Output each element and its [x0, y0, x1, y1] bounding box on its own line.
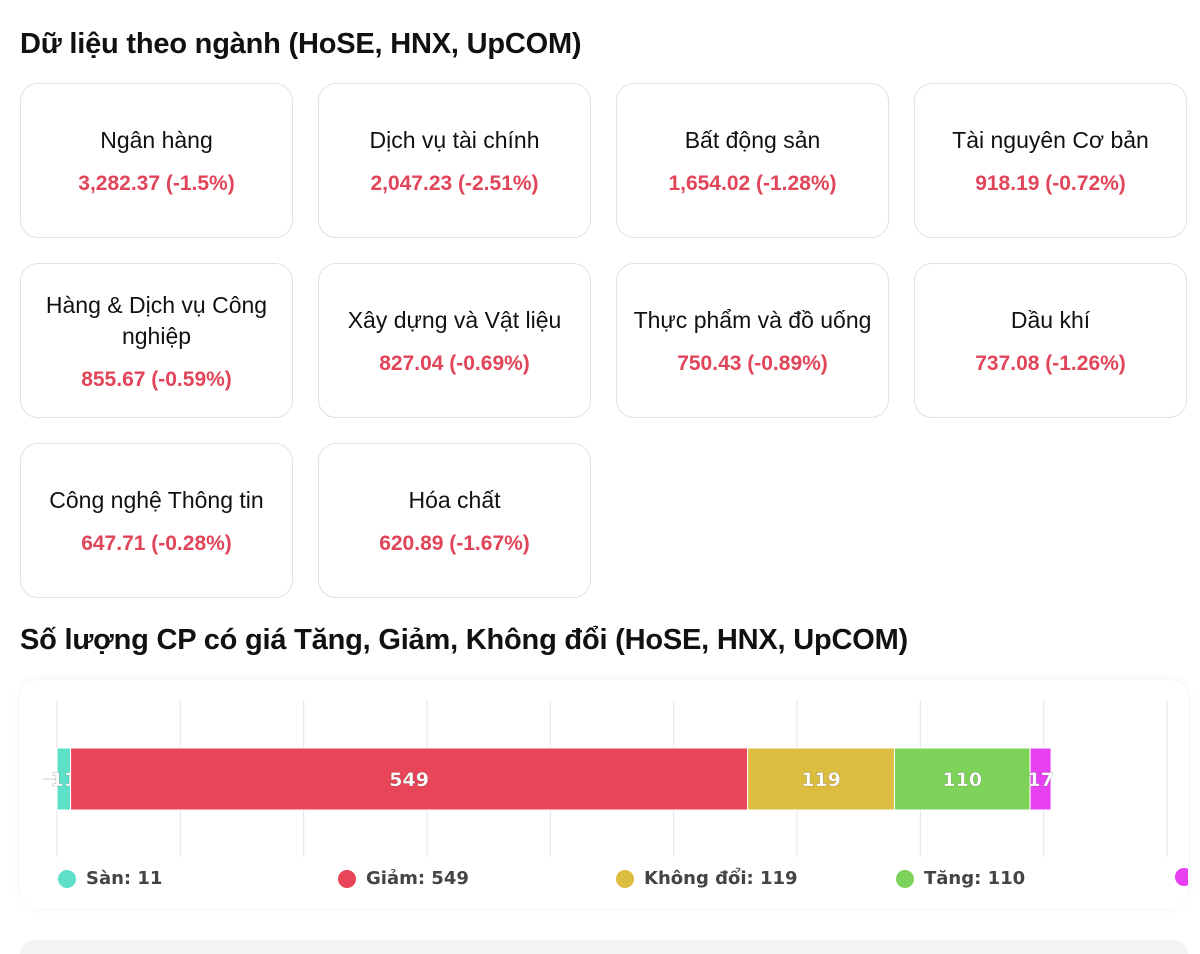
sector-index-value: 855.67 (-0.59%) — [81, 367, 232, 391]
sector-card[interactable]: Thực phẩm và đồ uống 750.43 (-0.89%) — [616, 263, 889, 418]
sector-card[interactable]: Công nghệ Thông tin 647.71 (-0.28%) — [20, 443, 293, 598]
legend-label: Không đổi: 119 — [644, 868, 798, 889]
sector-name: Xây dựng và Vật liệu — [347, 307, 562, 333]
sector-index-value: 737.08 (-1.26%) — [975, 352, 1126, 375]
legend-label: Sàn: 11 — [86, 868, 163, 889]
next-panel-edge — [20, 940, 1188, 954]
sector-index-value: 3,282.37 (-1.5%) — [78, 172, 235, 195]
breadth-chart-panel: 11 549 119 110 17 Sàn: 11 Giảm: 549 Không đổi:… — [20, 680, 1188, 908]
bar-segment[interactable] — [747, 747, 895, 811]
sector-name: Hóa chất — [408, 487, 501, 513]
legend-dot — [616, 869, 634, 888]
sector-index-value: 918.19 (-0.72%) — [975, 172, 1126, 195]
legend-label: Giảm: 549 — [366, 868, 469, 889]
sector-card[interactable]: Bất động sản 1,654.02 (-1.28%) — [616, 83, 889, 238]
bar-data-label: 119 — [801, 769, 841, 791]
legend-item[interactable] — [1175, 868, 1188, 886]
sector-name: Tài nguyên Cơ bản — [952, 127, 1149, 153]
bar-data-label: 17 — [1027, 769, 1053, 791]
sector-name: Dầu khí — [1010, 307, 1091, 333]
sector-name: Hàng & Dịch vụ Công nghiệp — [45, 291, 268, 349]
chart-legend: Sàn: 11 Giảm: 549 Không đổi: 119 Tăng: 110 — [58, 868, 1188, 892]
legend-item[interactable]: Sàn: 11 — [58, 868, 162, 889]
legend-dot — [58, 869, 76, 888]
sector-name: Bất động sản — [684, 127, 821, 153]
sector-card[interactable]: Xây dựng và Vật liệu 827.04 (-0.69%) — [318, 263, 591, 418]
sector-index-value: 750.43 (-0.89%) — [677, 352, 828, 375]
legend-label: Tăng: 110 — [924, 868, 1026, 889]
legend-item[interactable]: Giảm: 549 — [338, 868, 469, 889]
sector-name: Ngân hàng — [100, 127, 213, 153]
sector-index-value: 620.89 (-1.67%) — [379, 532, 530, 555]
sector-name: Dịch vụ tài chính — [369, 127, 540, 153]
bar-segment[interactable] — [893, 747, 1031, 811]
sector-card[interactable]: Dịch vụ tài chính 2,047.23 (-2.51%) — [318, 83, 591, 238]
legend-item[interactable]: Không đổi: 119 — [616, 868, 798, 889]
bar-data-label: 110 — [942, 769, 982, 791]
sector-name: Công nghệ Thông tin — [49, 487, 264, 513]
legend-dot — [896, 869, 914, 888]
sector-index-value: 827.04 (-0.69%) — [379, 352, 530, 375]
sector-card[interactable]: Dầu khí 737.08 (-1.26%) — [914, 263, 1187, 418]
breadth-stacked-bar-chart: 11 549 119 110 17 — [43, 700, 1168, 857]
bar-data-label: 549 — [389, 769, 429, 791]
bar-segment[interactable] — [70, 747, 749, 811]
legend-dot — [338, 869, 356, 888]
breadth-section-title: Số lượng CP có giá Tăng, Giảm, Không đổi… — [20, 624, 909, 656]
sector-section-title: Dữ liệu theo ngành (HoSE, HNX, UpCOM) — [20, 28, 582, 60]
legend-dot — [1175, 868, 1188, 886]
sector-card[interactable]: Hóa chất 620.89 (-1.67%) — [318, 443, 591, 598]
sector-card[interactable]: Hàng & Dịch vụ Công nghiệp 855.67 (-0.59%… — [20, 263, 293, 418]
sector-grid: Ngân hàng 3,282.37 (-1.5%) Dịch vụ tài chí… — [20, 83, 1188, 598]
sector-index-value: 647.71 (-0.28%) — [81, 532, 232, 555]
sector-index-value: 1,654.02 (-1.28%) — [668, 172, 837, 195]
sector-name: Thực phẩm và đồ uống — [633, 307, 872, 333]
legend-item[interactable]: Tăng: 110 — [896, 868, 1025, 889]
sector-card[interactable]: Tài nguyên Cơ bản 918.19 (-0.72%) — [914, 83, 1187, 238]
sector-card[interactable]: Ngân hàng 3,282.37 (-1.5%) — [20, 83, 293, 238]
bar-segment[interactable] — [1029, 747, 1052, 811]
sector-index-value: 2,047.23 (-2.51%) — [370, 172, 539, 195]
